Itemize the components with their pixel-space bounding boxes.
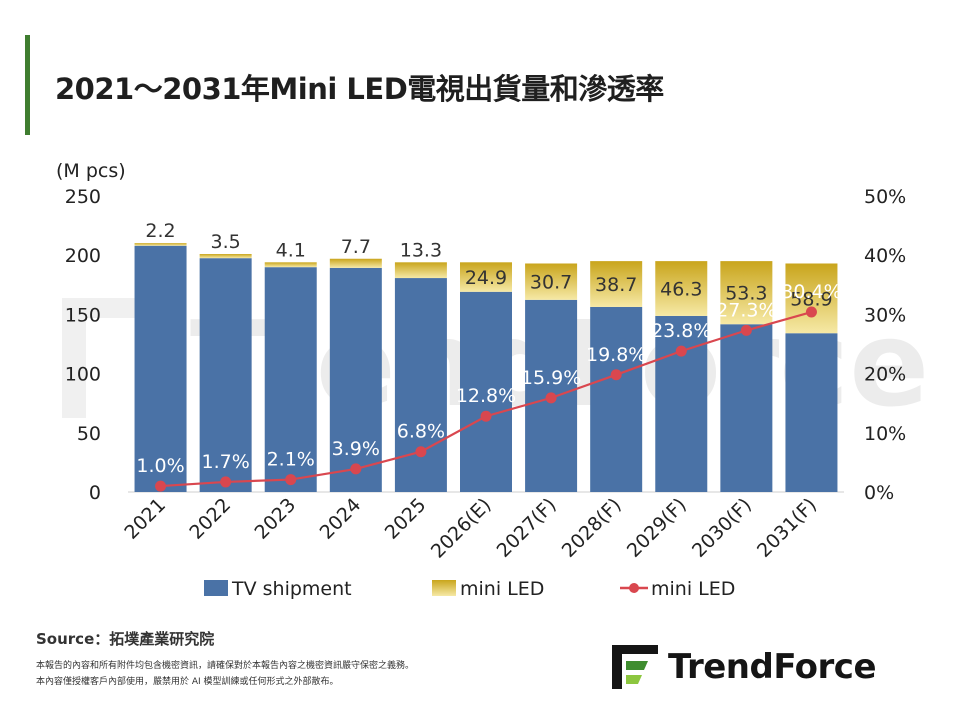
mini-led-bar-label: 58.9 (790, 288, 832, 310)
y2-tick-label: 0% (864, 482, 894, 504)
mini-led-bar-label: 13.3 (400, 239, 442, 261)
title-accent-bar (25, 35, 30, 135)
tv-shipment-bar (720, 324, 773, 492)
mini-led-bar-label: 2.2 (145, 220, 175, 242)
tv-shipment-bar (329, 267, 382, 492)
chart-title: 2021～2031年Mini LED電視出貨量和滲透率 (55, 72, 664, 106)
y2-tick-label: 20% (864, 364, 906, 386)
legend-swatch-tv (204, 580, 228, 596)
mini-led-bar-label: 30.7 (530, 272, 572, 294)
mini-led-bar-label: 38.7 (595, 274, 637, 296)
mini-led-bar (199, 254, 252, 259)
y-tick-label: 250 (65, 186, 101, 208)
bar-labels-layer: 2.2 3.5 4.1 7.7 13.3 24.9 30.7 38.7 46.3 53.3 58.9 (145, 220, 832, 310)
legend: TV shipment mini LED mini LED (204, 578, 735, 600)
penetration-point (675, 345, 687, 357)
mini-led-bar-label: 46.3 (660, 279, 702, 301)
y-tick-label: 50 (77, 423, 101, 445)
tv-shipment-bar (199, 258, 252, 492)
mini-led-bar-label: 24.9 (465, 267, 507, 289)
x-tick-label: 2028(F) (558, 494, 626, 562)
penetration-label: 19.8% (586, 344, 646, 366)
y-tick-label: 200 (65, 245, 101, 267)
mini-led-bar (720, 261, 773, 325)
mini-led-bar (460, 262, 512, 292)
penetration-point (285, 474, 297, 486)
mini-led-bar (525, 263, 578, 300)
penetration-point (480, 410, 492, 422)
legend-label-mini-bar: mini LED (460, 578, 544, 600)
mini-led-bar (590, 261, 643, 307)
legend-label-tv: TV shipment (231, 578, 352, 600)
confidential-note-2: 本內容僅授權客戶內部使用，嚴禁用於 AI 模型訓練或任何形式之外部散布。 (36, 677, 339, 687)
x-tick-label: 2025 (381, 494, 431, 544)
penetration-point (155, 480, 167, 492)
y-tick-label: 0 (89, 482, 101, 504)
x-tick-label: 2031(F) (753, 494, 821, 562)
penetration-point (415, 446, 427, 458)
y-tick-label: 100 (65, 364, 101, 386)
x-tick-label: 2022 (185, 494, 235, 544)
tv-shipment-bar (655, 315, 708, 492)
penetration-point (740, 324, 752, 336)
legend-label-mini-line: mini LED (651, 578, 735, 600)
trendforce-logo-text: TrendForce (668, 647, 877, 687)
mini-led-bar (394, 262, 447, 279)
mini-led-bar (329, 258, 382, 268)
y2-tick-label: 40% (864, 245, 906, 267)
penetration-label: 15.9% (521, 367, 581, 389)
x-tick-label: 2029(F) (623, 494, 691, 562)
y2-tick-label: 10% (864, 423, 906, 445)
trendforce-logo: TrendForce (612, 645, 877, 689)
penetration-label: 1.0% (136, 455, 184, 477)
tv-shipment-bar (134, 245, 187, 492)
penetration-point (350, 463, 362, 475)
mini-led-bar (264, 262, 317, 268)
penetration-point (610, 369, 622, 381)
bars-layer (134, 243, 838, 492)
penetration-label: 12.8% (456, 385, 516, 407)
line-layer: 1.0% 1.7% 2.1% 3.9% 6.8% 12.8%15.9%19.8%23.8%… (136, 281, 842, 492)
mini-led-bar-label: 7.7 (341, 236, 371, 258)
tv-shipment-bar (394, 278, 447, 492)
penetration-label: 6.8% (397, 421, 445, 443)
mini-led-bar (134, 243, 187, 246)
mini-led-bar-label: 53.3 (725, 283, 767, 305)
y-tick-label: 150 (65, 304, 101, 326)
penetration-label: 30.4% (781, 281, 841, 303)
legend-marker-mini (629, 583, 639, 593)
mini-led-bar-label: 4.1 (276, 239, 306, 261)
source-text: Source：拓墣產業研究院 (36, 630, 215, 648)
x-tick-label: 2030(F) (688, 494, 756, 562)
y-axis-unit-label: (M pcs) (56, 160, 126, 182)
mini-led-bar (655, 261, 708, 316)
penetration-label: 1.7% (201, 451, 249, 473)
x-tick-label: 2024 (316, 494, 366, 544)
x-tick-label: 2027(F) (493, 494, 561, 562)
penetration-label: 27.3% (716, 299, 776, 321)
tv-shipment-bar (785, 333, 838, 492)
x-tick-label: 2021 (120, 494, 170, 544)
mini-led-bar (785, 263, 838, 334)
mini-led-bar-label: 3.5 (211, 231, 241, 253)
y2-tick-label: 30% (864, 304, 906, 326)
penetration-label: 2.1% (267, 449, 315, 471)
penetration-point (220, 476, 232, 488)
tv-shipment-bar (460, 291, 512, 492)
watermark-logo-stem (62, 298, 86, 418)
tv-shipment-bar (264, 267, 317, 492)
penetration-label: 23.8% (651, 320, 711, 342)
tv-shipment-bar (590, 306, 643, 492)
penetration-point (545, 392, 557, 404)
y2-tick-label: 50% (864, 186, 906, 208)
confidential-note-1: 本報告的內容和所有附件均包含機密資訊，請確保對於本報告內容之機密資訊嚴守保密之義… (36, 661, 415, 671)
penetration-point (805, 306, 817, 318)
legend-swatch-mini-bar (432, 580, 456, 596)
x-tick-label: 2023 (251, 494, 301, 544)
trendforce-logo-icon (612, 645, 658, 689)
penetration-label: 3.9% (332, 438, 380, 460)
chart-area: TrendForce (M pcs)0501001502002500%10%20… (56, 160, 929, 600)
x-tick-label: 2026(E) (427, 494, 496, 563)
